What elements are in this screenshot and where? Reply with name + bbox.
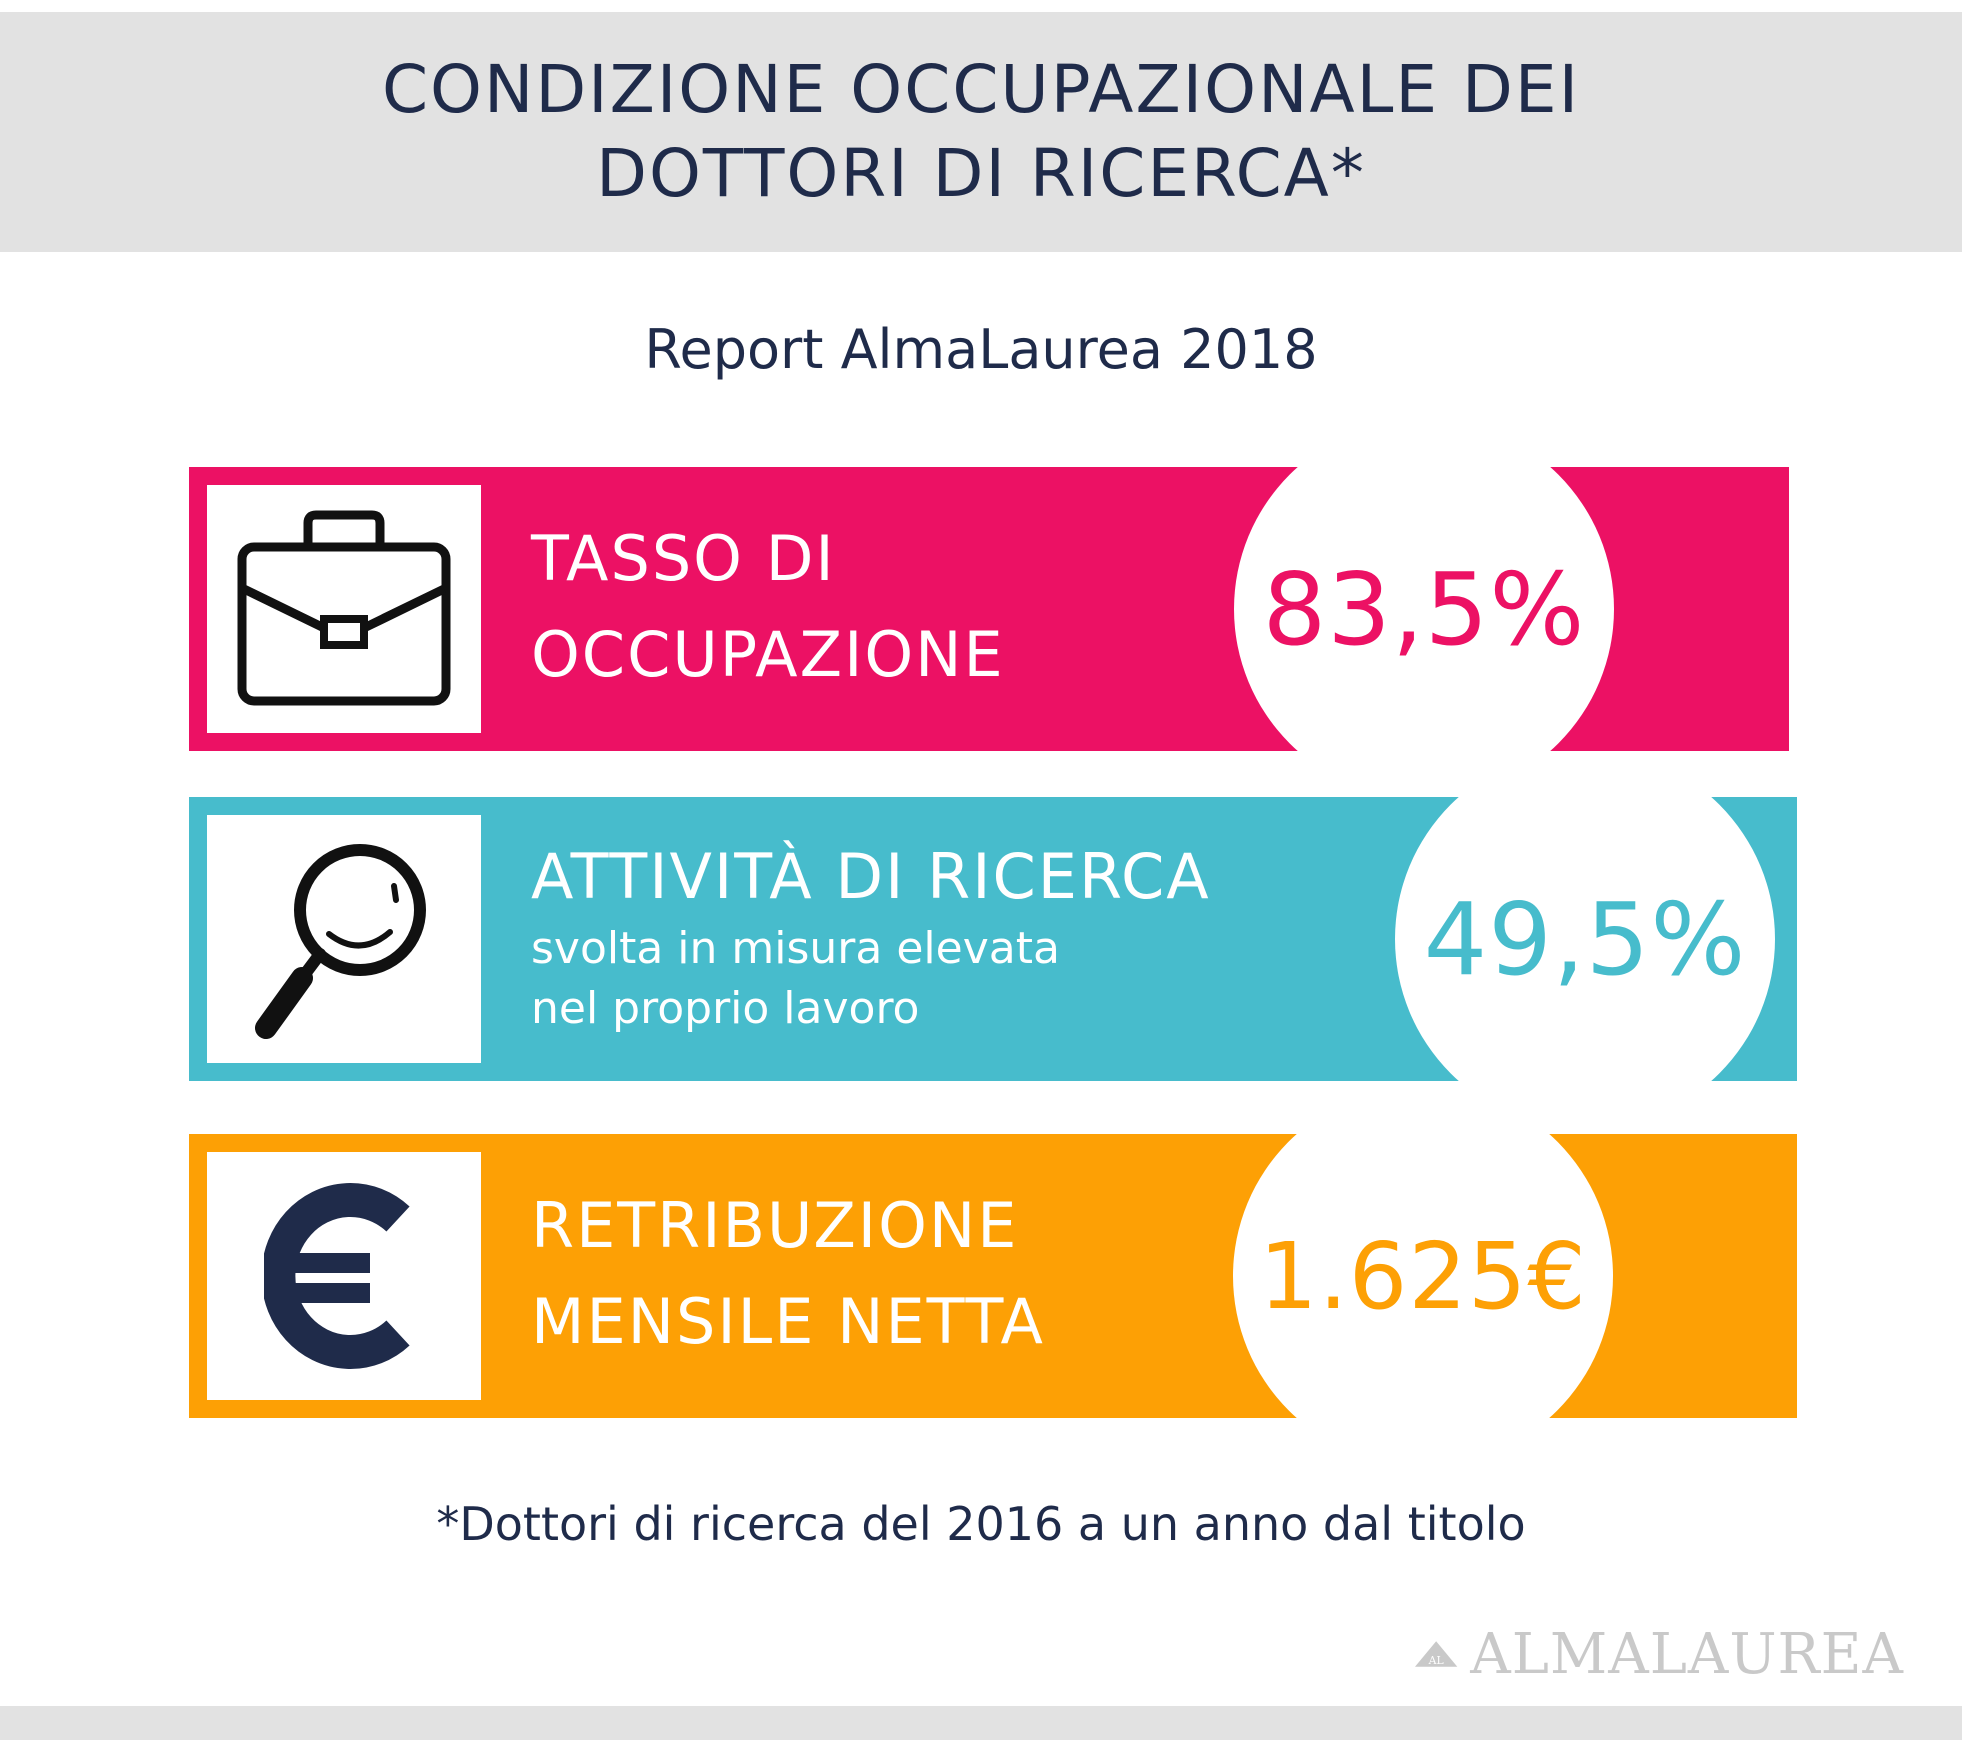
stat-value: 49,5% [1423,880,1747,998]
stat-value: 83,5% [1262,550,1586,668]
icon-box [207,815,481,1063]
icon-box [207,1152,481,1400]
stat-label-title: ATTIVITÀ DI RICERCA [531,840,1211,913]
footnote: *Dottori di ricerca del 2016 a un anno d… [436,1497,1526,1551]
value-circle: 1.625€ [1233,1134,1613,1418]
stat-label: ATTIVITÀ DI RICERCA svolta in misura ele… [531,835,1211,1039]
page-title-line-2: DOTTORI DI RICERCA* [596,135,1366,212]
stat-label: RETRIBUZIONE MENSILE NETTA [531,1178,1045,1370]
top-strip [0,0,1962,12]
header-banner: CONDIZIONE OCCUPAZIONALE DEI DOTTORI DI … [0,12,1962,252]
almalaurea-logo-text: ALMALAUREA [1470,1621,1904,1687]
stat-research-activity: ATTIVITÀ DI RICERCA svolta in misura ele… [189,797,1797,1081]
stat-label-line-2: OCCUPAZIONE [531,618,1005,691]
page-title-line-1: CONDIZIONE OCCUPAZIONALE DEI [381,51,1581,128]
stat-label-subtitle-1: svolta in misura elevata [531,923,1060,974]
report-subtitle: Report AlmaLaurea 2018 [644,318,1318,381]
icon-box [207,485,481,733]
stat-label-line-1: TASSO DI [531,522,836,595]
stat-label-line-1: RETRIBUZIONE [531,1189,1019,1262]
stat-label: TASSO DI OCCUPAZIONE [531,511,1005,703]
svg-text:AL: AL [1428,1654,1444,1667]
value-circle: 83,5% [1234,467,1614,751]
almalaurea-logo: AL ALMALAUREA [1414,1621,1904,1687]
stat-employment-rate: TASSO DI OCCUPAZIONE 83,5% [189,467,1789,751]
value-circle: 49,5% [1395,797,1775,1081]
stat-value: 1.625€ [1259,1222,1587,1330]
stat-label-line-2: MENSILE NETTA [531,1285,1045,1358]
almalaurea-logo-badge: AL [1414,1641,1458,1667]
bottom-strip [0,1706,1962,1740]
briefcase-icon [237,510,451,706]
stat-label-subtitle-2: nel proprio lavoro [531,983,920,1034]
euro-icon [264,1183,410,1369]
stat-net-monthly-salary: RETRIBUZIONE MENSILE NETTA 1.625€ [189,1134,1797,1418]
magnifier-icon [255,844,426,1039]
